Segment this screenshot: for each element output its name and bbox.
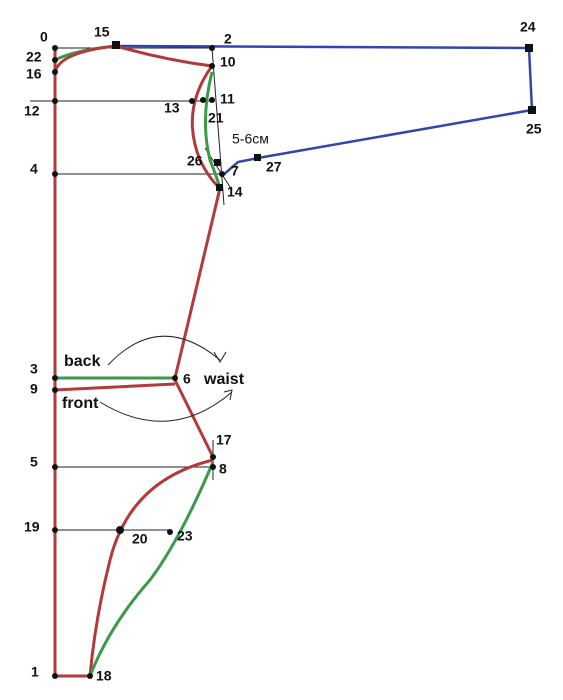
point-label: 11	[220, 91, 235, 107]
point-label: 1	[31, 664, 39, 680]
point-label: 20	[132, 531, 148, 547]
point-label: 0	[40, 29, 48, 45]
construction-lines	[30, 47, 233, 531]
back-label: back	[64, 353, 101, 370]
point-label: 27	[266, 159, 282, 175]
point-label: 7	[231, 163, 239, 179]
pattern-lines	[53, 44, 534, 678]
point-label: 16	[26, 66, 42, 82]
point-label: 26	[187, 153, 203, 169]
point-label: 19	[24, 519, 40, 535]
point-label: 10	[220, 54, 236, 70]
point-label: 6	[183, 371, 191, 387]
front-label: front	[62, 395, 99, 412]
allowance-label: 5-6см	[232, 131, 269, 147]
point-label: 9	[30, 381, 38, 397]
point-label: 18	[96, 668, 112, 684]
point-label: 13	[164, 100, 180, 116]
point-label: 23	[177, 528, 193, 544]
point-label: 12	[24, 103, 40, 119]
points	[52, 41, 536, 679]
point-label: 5	[30, 454, 38, 470]
waist-label: waist	[203, 371, 245, 388]
point-label: 15	[94, 24, 110, 40]
point-label: 8	[219, 461, 227, 477]
point-label: 2	[224, 31, 232, 47]
point-label: 3	[30, 361, 38, 377]
point-label: 22	[26, 49, 42, 65]
point-labels: 0 15 2 24 22 16 10 12 13 11 21 4 26 7 27…	[24, 19, 542, 684]
point-label: 17	[216, 432, 232, 448]
point-label: 24	[520, 19, 536, 35]
point-label: 14	[227, 184, 243, 200]
point-label: 21	[208, 110, 224, 126]
point-label: 4	[30, 161, 38, 177]
annotations: 5-6см back front waist	[62, 131, 269, 413]
point-label: 25	[526, 121, 542, 137]
